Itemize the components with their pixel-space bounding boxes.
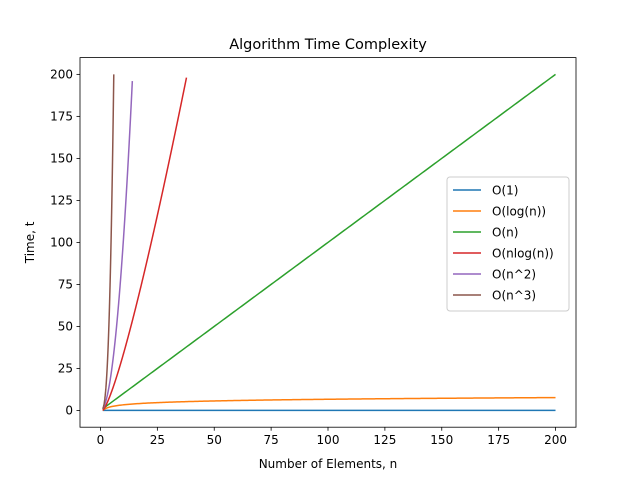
series-line-o-n-2 (102, 81, 134, 410)
y-tick-label: 25 (58, 362, 73, 376)
x-axis-label: Number of Elements, n (259, 457, 398, 471)
ticks-layer: 0 25 50 75 100 125 150 175 200 0 25 50 75 100 125 150 17… (50, 68, 567, 448)
y-tick-label: 175 (50, 110, 73, 124)
chart-title: Algorithm Time Complexity (229, 37, 427, 53)
y-tick-label: 150 (50, 152, 73, 166)
series-line-o-n (102, 73, 556, 410)
y-tick-label: 200 (50, 68, 73, 82)
y-tick-label: 75 (58, 278, 73, 292)
plot-frame (79, 57, 577, 428)
series-line-o-n-3 (102, 74, 115, 410)
y-tick-label: 125 (50, 194, 73, 208)
x-tick-label: 25 (150, 433, 165, 447)
x-tick-label: 200 (544, 433, 567, 447)
legend-label-o-n: O(n) (492, 226, 518, 240)
legend: O(1) O(log(n)) O(n) O(nlog(n)) O(n^2) O(n^3) (446, 176, 570, 312)
series-line-o-log-n (102, 396, 556, 412)
y-tick-label: 100 (50, 236, 73, 250)
x-tick-label: 100 (317, 433, 340, 447)
series-layer (102, 73, 556, 412)
y-tick-label: 0 (65, 404, 73, 418)
x-tick-label: 150 (430, 433, 453, 447)
legend-label-o-n-3: O(n^3) (492, 289, 536, 303)
x-tick-label: 75 (263, 433, 278, 447)
x-tick-label: 125 (373, 433, 396, 447)
x-tick-label: 0 (97, 433, 105, 447)
x-tick-label: 175 (487, 433, 510, 447)
legend-label-o-nlog-n: O(nlog(n)) (492, 247, 554, 261)
legend-label-o-1: O(1) (492, 184, 518, 198)
legend-label-o-log-n: O(log(n)) (492, 205, 546, 219)
series-line-o-nlog-n (102, 77, 188, 411)
legend-label-o-n-2: O(n^2) (492, 268, 536, 282)
y-tick-label: 50 (58, 320, 73, 334)
y-axis-label: Time, t (23, 221, 37, 264)
x-tick-label: 50 (207, 433, 222, 447)
